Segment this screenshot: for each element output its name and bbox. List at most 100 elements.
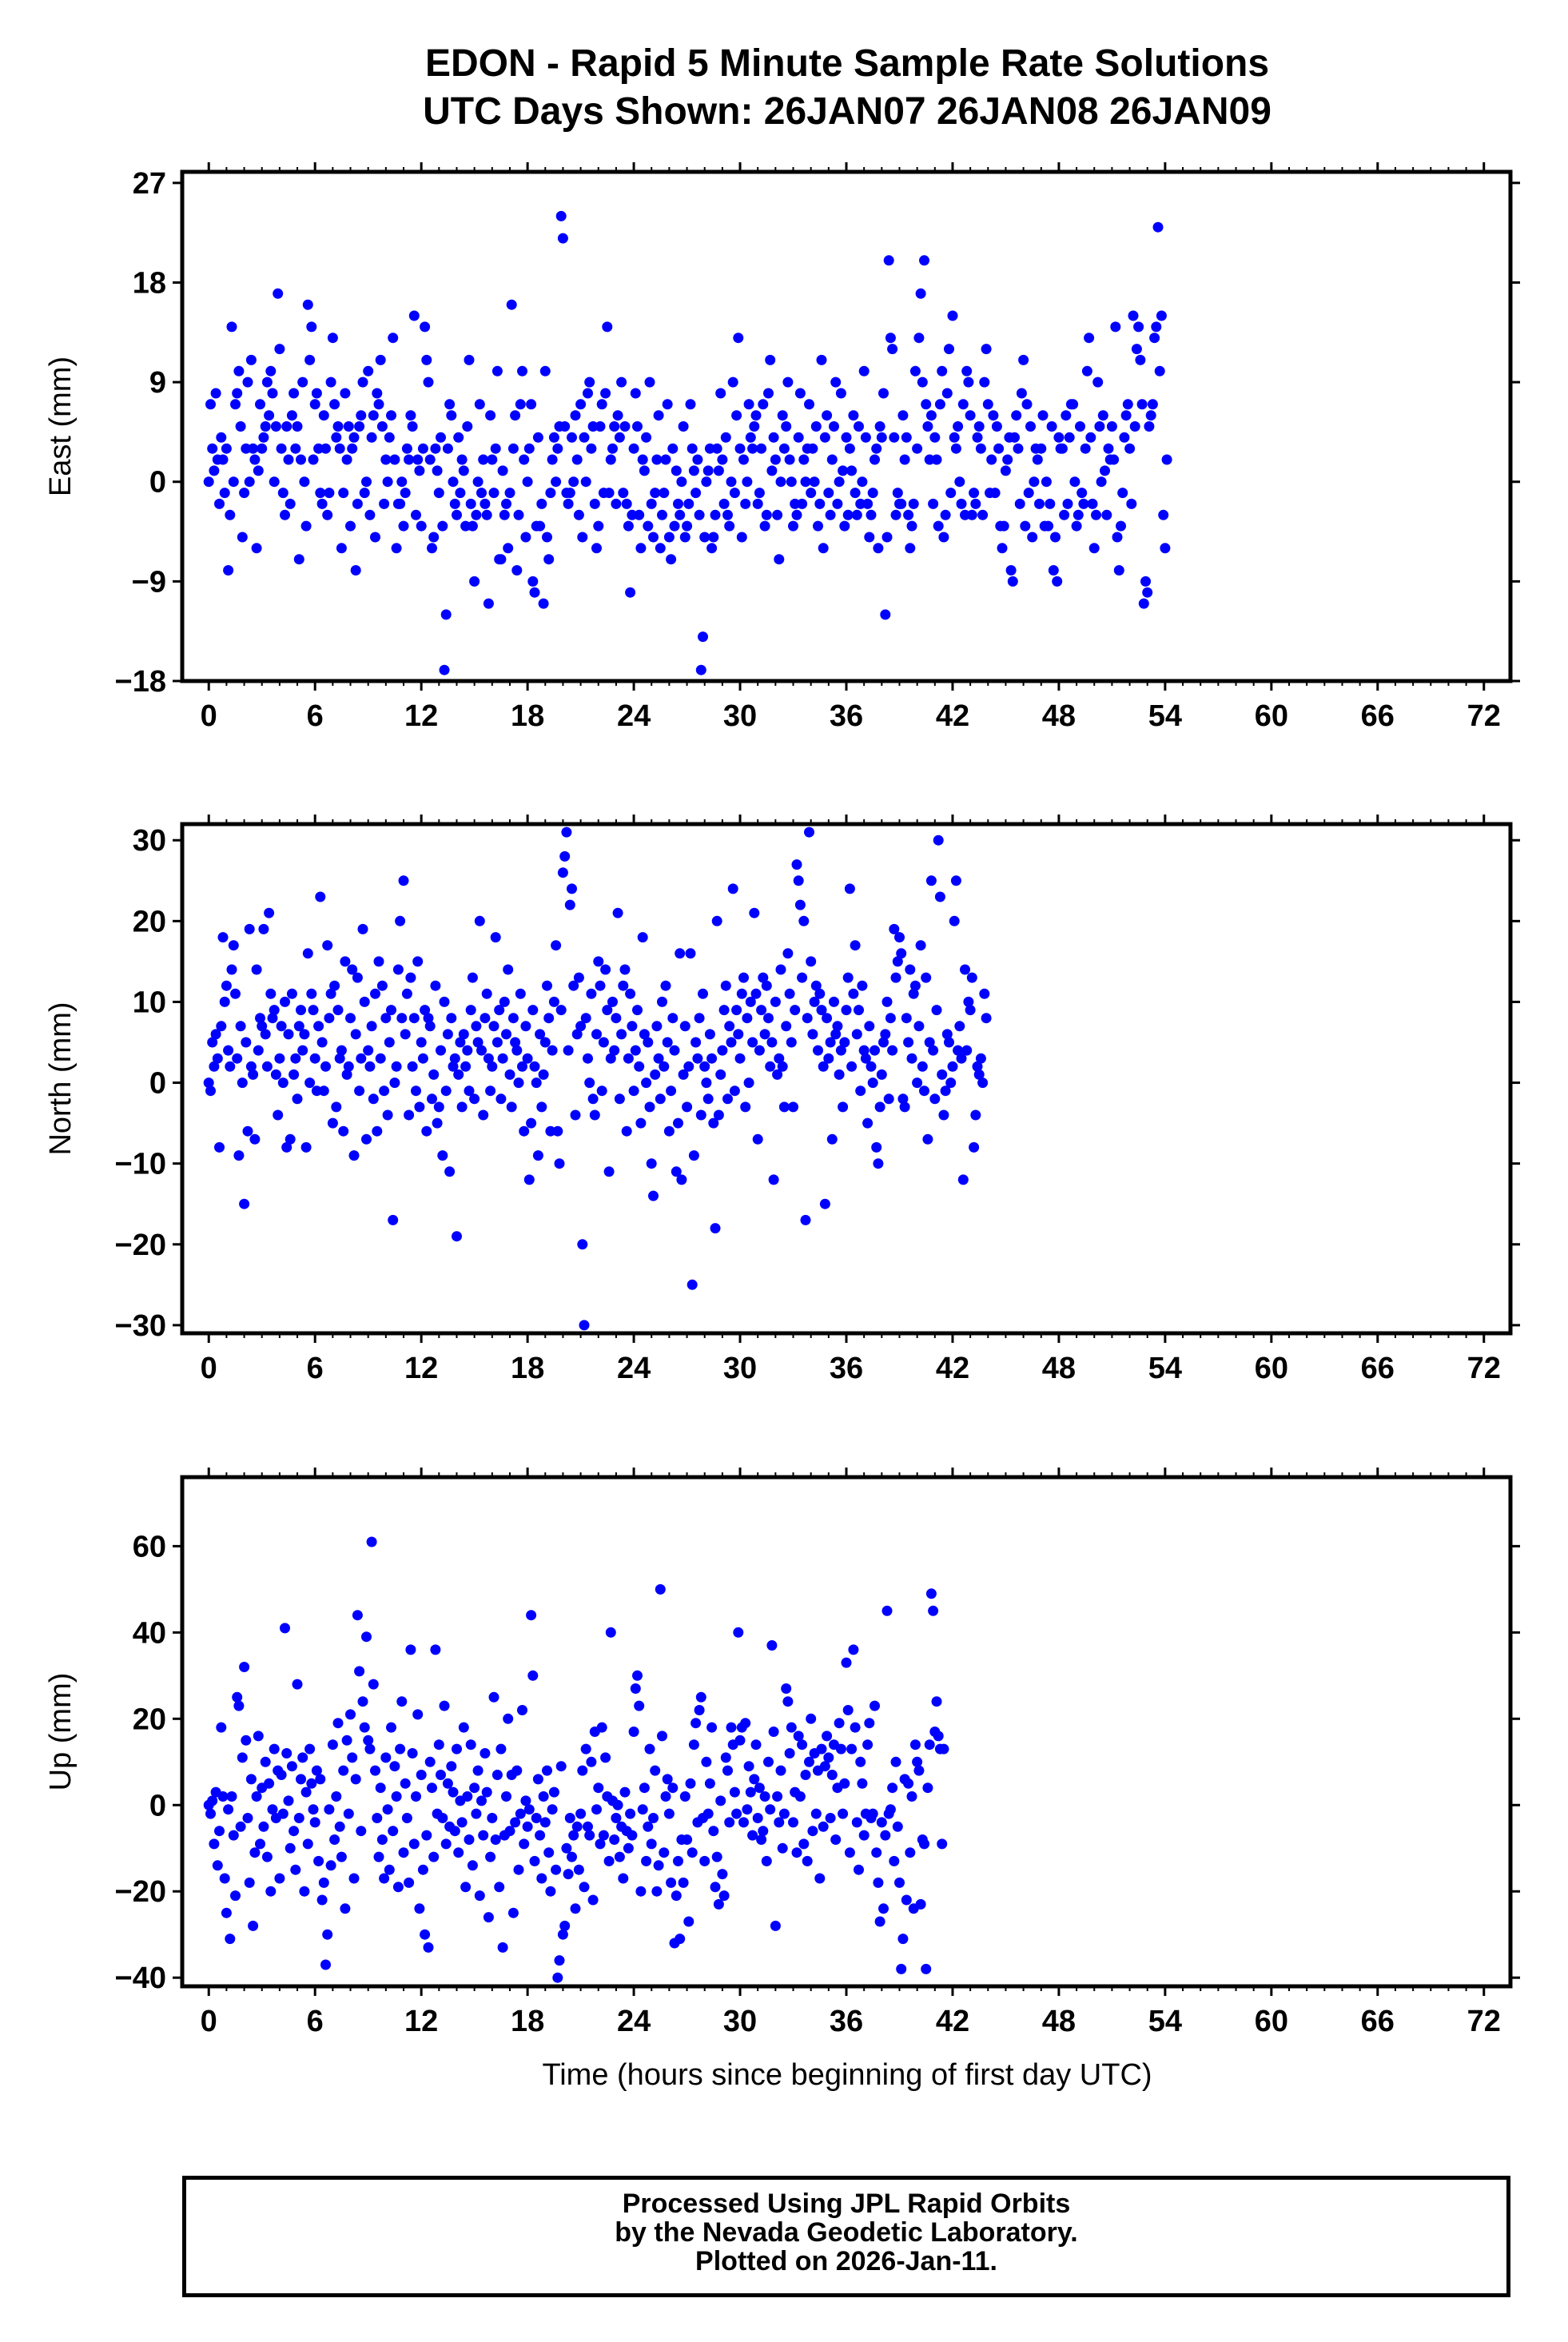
north-x-tick-label: 48 — [1042, 1352, 1076, 1385]
east-data-point — [596, 399, 607, 410]
east-data-point — [225, 509, 236, 520]
up-data-point — [759, 1791, 770, 1802]
up-data-point — [449, 1826, 460, 1837]
up-data-point — [619, 1786, 631, 1798]
north-data-point — [763, 1013, 774, 1024]
east-data-point — [683, 498, 694, 509]
north-data-point — [283, 1029, 294, 1040]
up-data-point — [804, 1756, 814, 1767]
north-data-point — [866, 1061, 877, 1072]
east-data-point — [503, 543, 514, 554]
north-data-point — [634, 1061, 645, 1072]
east-data-point — [322, 509, 333, 520]
up-data-point — [894, 1877, 905, 1888]
east-data-point — [497, 465, 508, 476]
east-data-point — [571, 454, 583, 465]
up-data-point — [634, 1700, 645, 1711]
north-data-point — [449, 1053, 460, 1064]
east-points — [203, 210, 1172, 675]
north-data-point — [929, 1093, 941, 1105]
east-data-point — [237, 532, 248, 543]
north-data-point — [675, 948, 686, 959]
up-data-point — [583, 1821, 593, 1832]
north-data-point — [455, 1037, 466, 1048]
east-data-point — [1034, 498, 1045, 509]
east-data-point — [345, 520, 356, 532]
up-data-point — [391, 1791, 402, 1802]
east-data-point — [529, 587, 540, 598]
north-data-point — [848, 988, 859, 999]
east-x-tick-label: 18 — [511, 699, 544, 733]
up-points — [203, 1536, 949, 1983]
north-data-point — [740, 1101, 751, 1113]
east-y-tick-label: −9 — [132, 565, 166, 599]
north-plot-frame — [180, 822, 1513, 1336]
up-data-point — [456, 1817, 468, 1828]
north-data-point — [396, 1013, 408, 1024]
north-data-point — [933, 834, 944, 846]
up-data-point — [892, 1821, 903, 1832]
north-data-point — [347, 964, 358, 975]
north-data-point — [966, 972, 977, 983]
north-data-point — [488, 1021, 499, 1032]
north-data-point — [416, 1037, 427, 1048]
east-data-point — [548, 432, 559, 443]
east-data-point — [736, 532, 747, 543]
east-y-tick-label: 18 — [133, 266, 166, 300]
east-data-point — [905, 543, 916, 554]
up-data-point — [318, 1877, 329, 1888]
north-data-point — [969, 1141, 980, 1153]
east-data-point — [1144, 421, 1155, 432]
east-data-point — [715, 388, 726, 399]
north-data-point — [844, 883, 855, 894]
east-x-tick-label: 12 — [404, 699, 438, 733]
north-data-point — [474, 915, 485, 926]
east-data-point — [283, 454, 294, 465]
east-data-point — [931, 454, 942, 465]
north-data-point — [802, 1013, 813, 1024]
east-data-point — [510, 410, 521, 421]
up-data-point — [448, 1786, 459, 1798]
east-data-point — [290, 443, 301, 454]
east-data-point — [1045, 498, 1056, 509]
up-data-point — [678, 1877, 689, 1888]
east-data-point — [883, 255, 894, 266]
east-data-point — [414, 465, 425, 476]
up-data-point — [630, 1683, 641, 1694]
east-data-point — [823, 488, 834, 499]
north-data-point — [401, 988, 412, 999]
east-data-point — [391, 543, 402, 554]
east-data-point — [747, 443, 758, 454]
up-data-point — [290, 1864, 301, 1875]
east-data-point — [944, 344, 954, 355]
north-x-tick-label: 18 — [511, 1352, 544, 1385]
up-data-point — [666, 1877, 677, 1888]
up-data-point — [315, 1774, 326, 1785]
east-data-point — [961, 365, 973, 376]
up-data-point — [842, 1705, 854, 1715]
east-data-point — [248, 443, 259, 454]
north-data-point — [456, 1101, 468, 1113]
north-data-point — [281, 1141, 293, 1153]
north-data-point — [593, 956, 604, 967]
north-data-point — [340, 956, 351, 967]
north-data-point — [671, 1166, 682, 1177]
up-data-point — [260, 1756, 271, 1767]
east-data-point — [547, 454, 558, 465]
north-data-point — [726, 1037, 737, 1048]
up-data-point — [405, 1644, 416, 1655]
up-data-point — [896, 1963, 907, 1974]
east-data-point — [829, 421, 839, 432]
east-data-point — [637, 454, 648, 465]
east-data-point — [396, 476, 408, 488]
up-data-point — [882, 1605, 893, 1616]
east-data-point — [887, 344, 898, 355]
north-data-point — [327, 1117, 338, 1129]
north-data-point — [460, 1061, 472, 1072]
up-data-point — [797, 1739, 808, 1751]
up-data-point — [297, 1752, 308, 1763]
up-data-point — [623, 1842, 634, 1854]
east-data-point — [427, 543, 437, 554]
east-data-point — [552, 443, 563, 454]
up-data-point — [628, 1727, 639, 1737]
